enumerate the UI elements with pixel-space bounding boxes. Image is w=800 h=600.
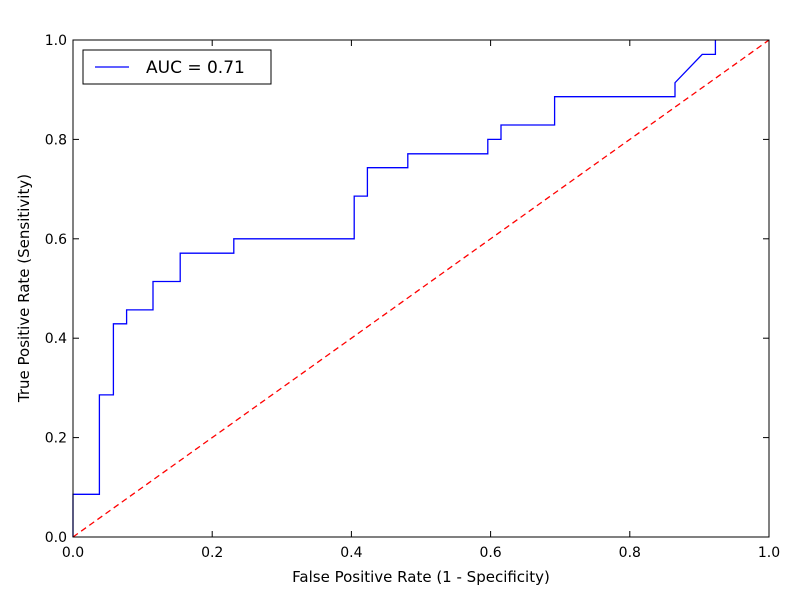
x-tick-label: 1.0	[758, 545, 780, 561]
x-tick-label: 0.0	[62, 545, 84, 561]
x-tick-label: 0.8	[619, 545, 641, 561]
y-tick-label: 0.8	[45, 132, 67, 148]
y-tick-label: 0.0	[45, 530, 67, 546]
x-axis-label: False Positive Rate (1 - Specificity)	[292, 568, 550, 586]
plot-frame	[72, 39, 770, 538]
legend: AUC = 0.71	[82, 49, 272, 85]
legend-label: AUC = 0.71	[146, 58, 245, 78]
axis-ticks: 0.0 0.2 0.4 0.6 0.8 1.0 0.0 0.2 0.4 0.6 0.8 1.0	[45, 33, 780, 561]
y-tick-label: 0.4	[45, 331, 67, 347]
x-tick-label: 0.6	[479, 545, 501, 561]
y-tick-label: 0.2	[45, 431, 67, 447]
y-axis-label: True Positive Rate (Sensitivity)	[15, 174, 33, 403]
roc-curve-line	[72, 40, 717, 537]
y-tick-label: 1.0	[45, 33, 67, 49]
y-tick-label: 0.6	[45, 232, 67, 248]
x-tick-label: 0.2	[201, 545, 223, 561]
x-tick-label: 0.4	[340, 545, 362, 561]
plot-lines	[72, 39, 770, 538]
chance-diagonal-line	[72, 39, 770, 538]
